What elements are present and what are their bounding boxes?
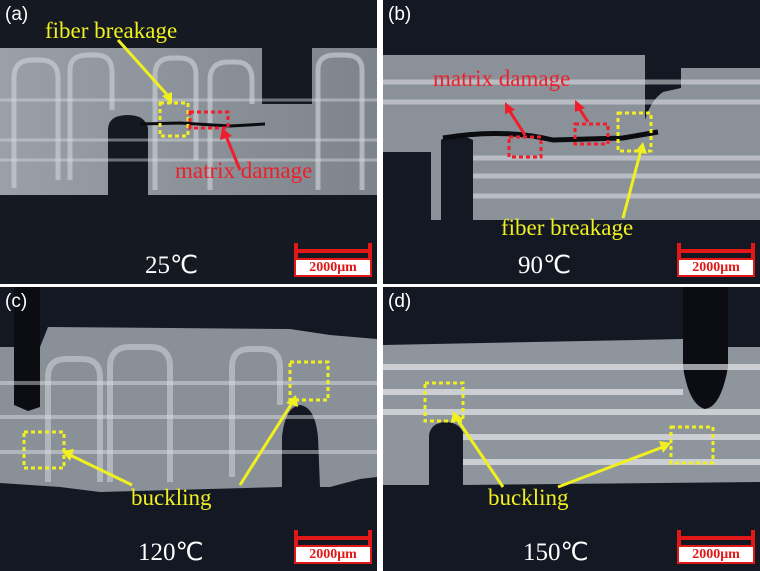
scale-bar: 2000μm [294,243,372,277]
scale-bar-label: 2000μm [294,258,372,277]
temperature-label: 120℃ [138,539,204,566]
scale-bar-label: 2000μm [294,545,372,564]
buckling-label: buckling [488,485,569,510]
scale-bar: 2000μm [677,530,755,564]
matrix-damage-label: matrix damage [433,66,571,91]
scale-bar: 2000μm [677,243,755,277]
fiber-breakage-label: fiber breakage [45,18,178,43]
panel-d: (d) buckling 150℃ 2000μm [383,287,760,571]
fiber-breakage-label: fiber breakage [501,215,634,240]
panel-tag: (b) [388,4,412,25]
panel-tag: (d) [388,291,412,312]
temperature-label: 25℃ [145,252,199,279]
panel-c: (c) buckling 120℃ 2000μm [0,287,377,571]
buckling-label: buckling [131,485,212,510]
panel-tag: (c) [5,291,28,312]
scale-bar: 2000μm [294,530,372,564]
matrix-damage-label: matrix damage [175,158,313,183]
specimen-image-b [383,0,760,284]
panel-b: (b) matrix damage fiber breakage 90℃ 200… [383,0,760,284]
specimen-image-d [383,287,760,571]
panel-tag: (a) [5,4,29,25]
scale-bar-label: 2000μm [677,258,755,277]
temperature-label: 90℃ [518,252,572,279]
specimen-image-c [0,287,377,571]
temperature-label: 150℃ [523,539,589,566]
scale-bar-label: 2000μm [677,545,755,564]
panel-a: (a) fiber breakage matrix damage 25℃ 200… [0,0,377,284]
